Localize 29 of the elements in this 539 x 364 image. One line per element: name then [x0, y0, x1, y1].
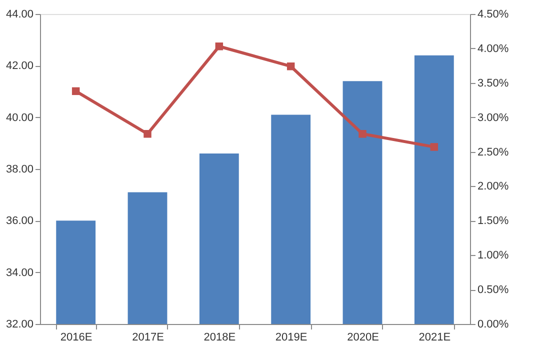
- x-tick-label: 2016E: [60, 332, 92, 344]
- point: [430, 143, 438, 151]
- x-tick-label: 2017E: [132, 332, 164, 344]
- y-tick-label: 40.00: [6, 112, 34, 124]
- x-tick-label: 2019E: [275, 332, 308, 344]
- y2-tick-label: 1.50%: [478, 215, 509, 228]
- point: [215, 42, 224, 50]
- y-tick-label: 34.00: [6, 266, 34, 279]
- point: [144, 130, 152, 138]
- x-tick-label: 2018E: [204, 332, 236, 344]
- y-tick-label: 44.00: [6, 8, 34, 20]
- y2-tick-label: 4.00%: [478, 42, 509, 55]
- point: [72, 87, 80, 96]
- y-tick-label: 32.00: [6, 318, 34, 330]
- y2-tick-label: 2.00%: [478, 180, 509, 193]
- y-tick-label: 36.00: [6, 215, 34, 228]
- x-tick-label: 2020E: [347, 332, 379, 344]
- y2-tick-label: 3.00%: [478, 112, 509, 124]
- y2-tick-label: 0.50%: [478, 284, 509, 296]
- y2-tick-label: 4.50%: [478, 8, 509, 20]
- y2-tick-label: 2.50%: [478, 146, 509, 158]
- point: [286, 62, 295, 70]
- x-tick-label: 2021E: [418, 332, 451, 344]
- y-tick-label: 38.00: [6, 164, 34, 176]
- y-tick-label: 42.00: [6, 60, 34, 72]
- y2-tick-label: 3.50%: [478, 77, 509, 90]
- y2-tick-label: 1.00%: [478, 250, 509, 262]
- point: [358, 130, 366, 138]
- y2-tick-label: 0.00%: [478, 318, 509, 330]
